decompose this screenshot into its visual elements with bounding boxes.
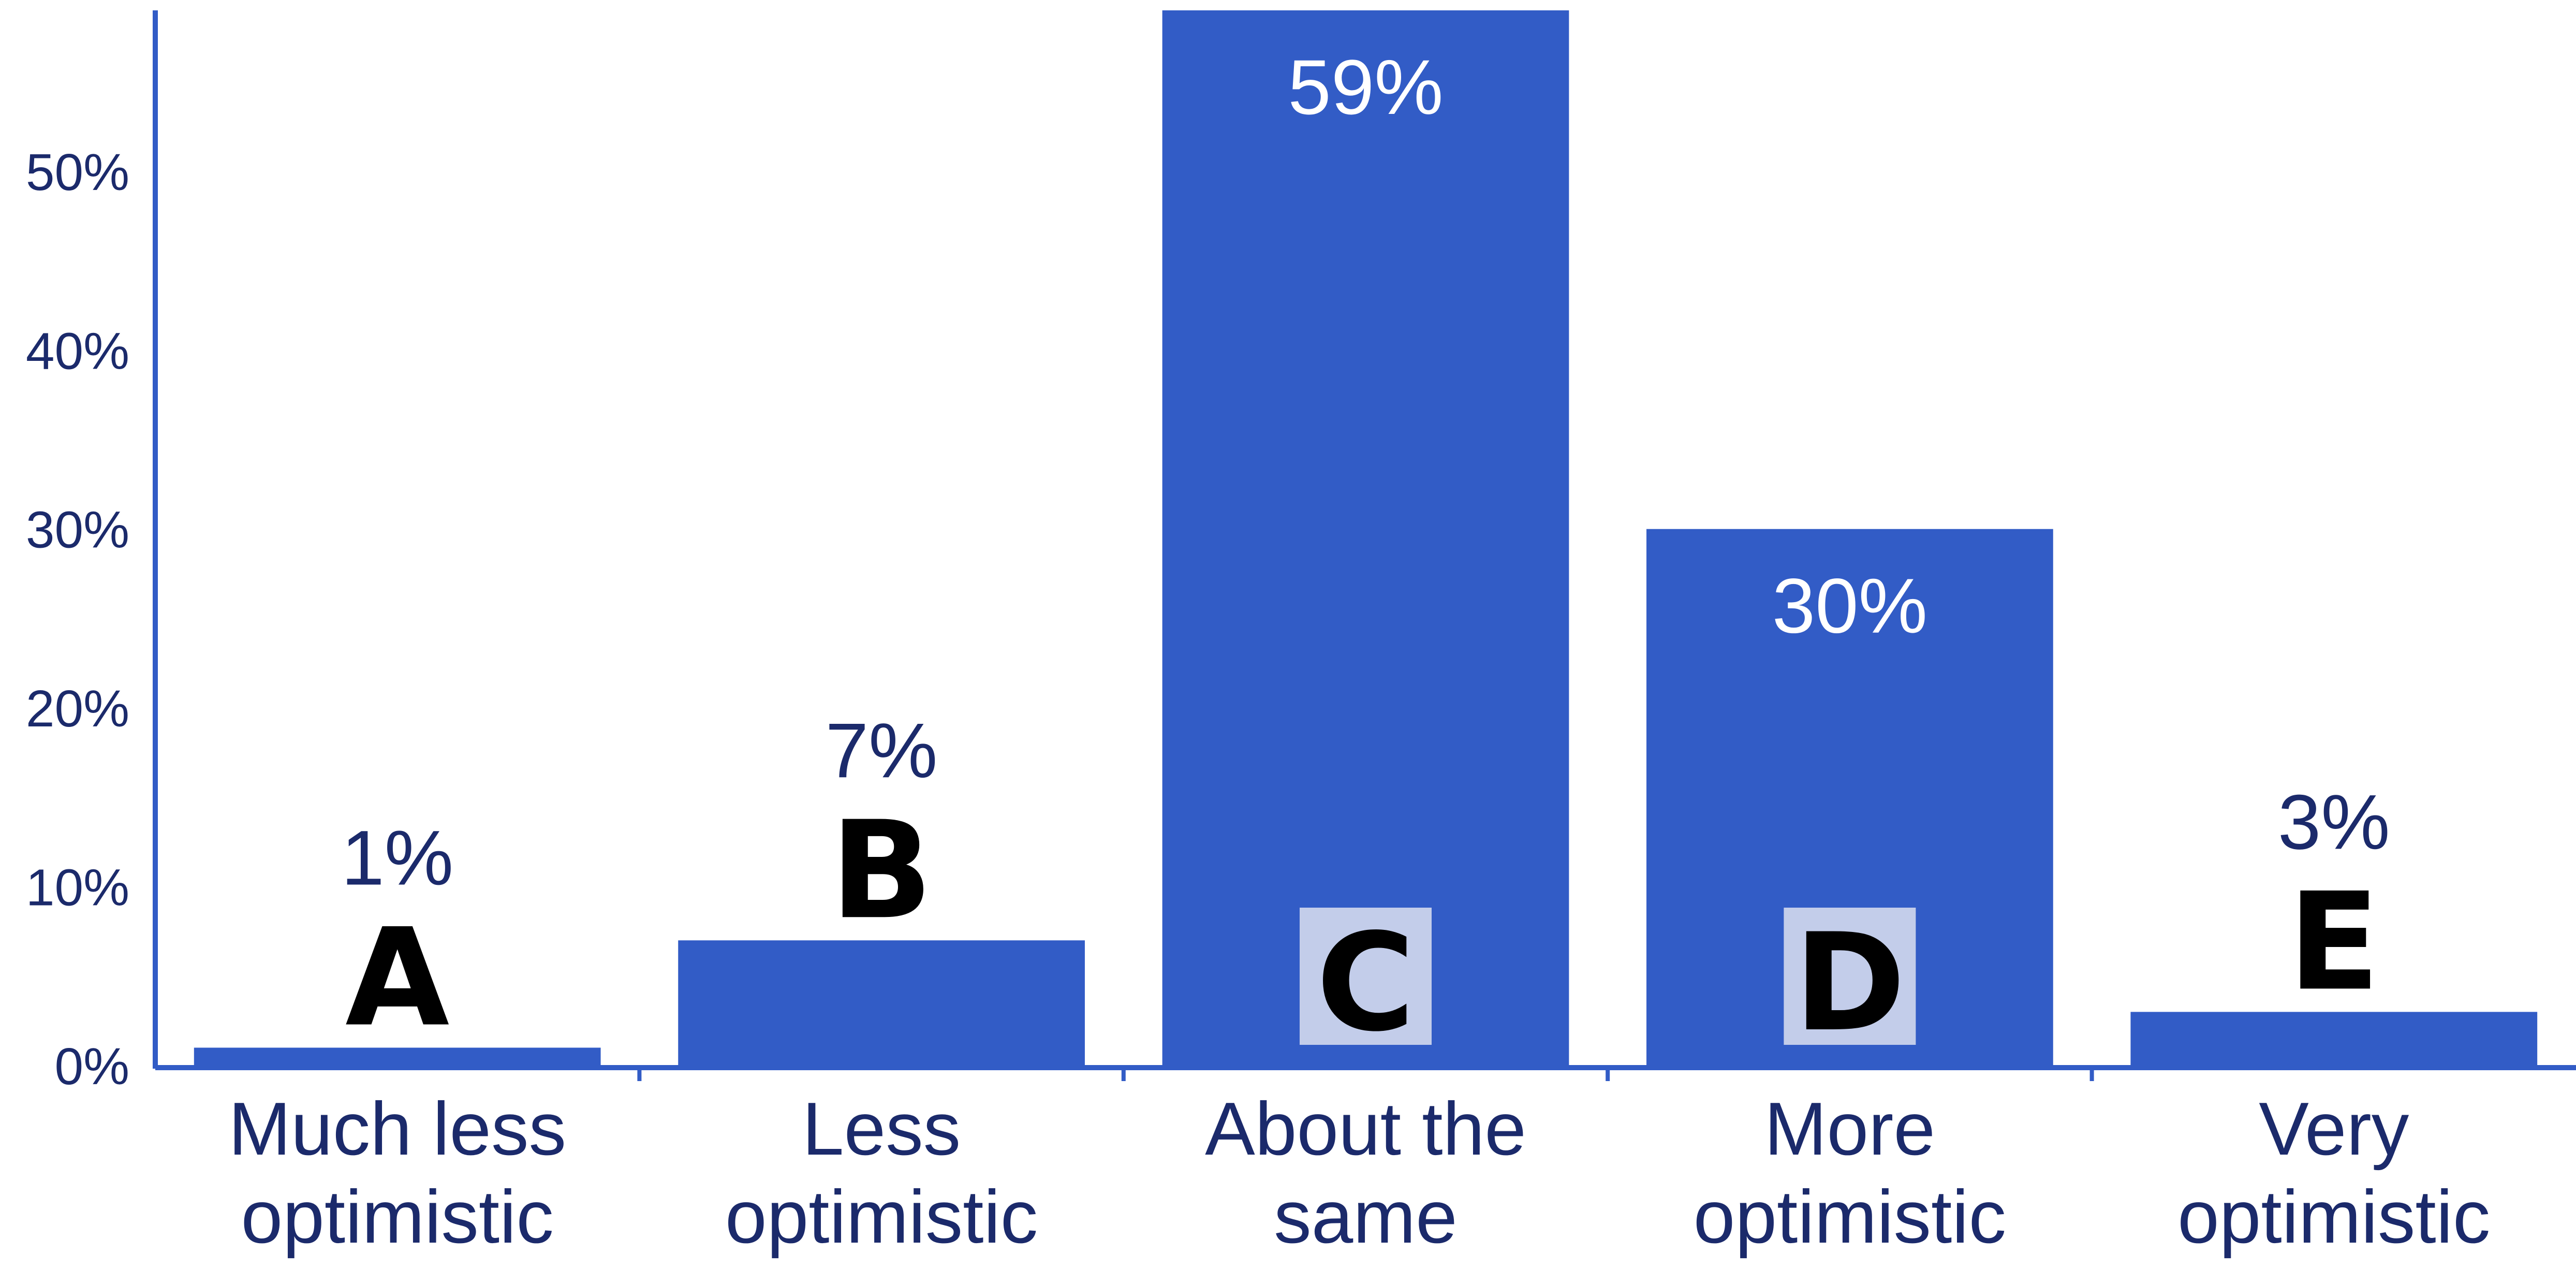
category-letter: A: [345, 900, 450, 1056]
axes: [153, 10, 2576, 1081]
bar: [678, 940, 1085, 1066]
y-tick-label: 30%: [26, 501, 129, 559]
x-tick-label: optimistic: [241, 1175, 554, 1259]
value-label: 1%: [341, 814, 453, 901]
value-label: 59%: [1288, 43, 1443, 130]
bar: [2130, 1012, 2538, 1066]
x-tick-label: Much less: [228, 1087, 566, 1171]
y-tick-label: 0%: [54, 1038, 129, 1096]
category-letter: E: [2288, 864, 2380, 1021]
x-tick-label: Less: [802, 1087, 961, 1171]
x-tick-label: Very: [2259, 1087, 2409, 1171]
value-label: 3%: [2278, 778, 2390, 865]
x-tick-label: More: [1764, 1087, 1935, 1171]
y-tick-label: 10%: [26, 859, 129, 917]
category-letter: B: [830, 793, 933, 949]
y-axis-ticks: 0% 10% 20% 30% 40% 50%: [26, 143, 129, 1096]
category-letter: C: [1316, 905, 1415, 1061]
category-letter: D: [1794, 905, 1906, 1061]
x-tick-label: optimistic: [2177, 1175, 2490, 1259]
letter-box: [1300, 908, 1432, 1045]
letter-box: [1784, 908, 1916, 1045]
value-label: 30%: [1772, 562, 1927, 649]
x-tick-label: optimistic: [725, 1175, 1038, 1259]
y-tick-label: 20%: [26, 680, 129, 738]
x-tick-label: About the: [1205, 1087, 1526, 1171]
y-tick-label: 50%: [26, 143, 129, 201]
bars: A1% B7% C 59% D 30% E3%: [194, 10, 2538, 1066]
x-tick-label: same: [1274, 1175, 1458, 1259]
x-tick-label: optimistic: [1694, 1175, 2006, 1259]
value-label: 7%: [826, 707, 938, 794]
y-tick-label: 40%: [26, 322, 129, 380]
bar: [194, 1047, 601, 1066]
bar: [1162, 10, 1569, 1066]
